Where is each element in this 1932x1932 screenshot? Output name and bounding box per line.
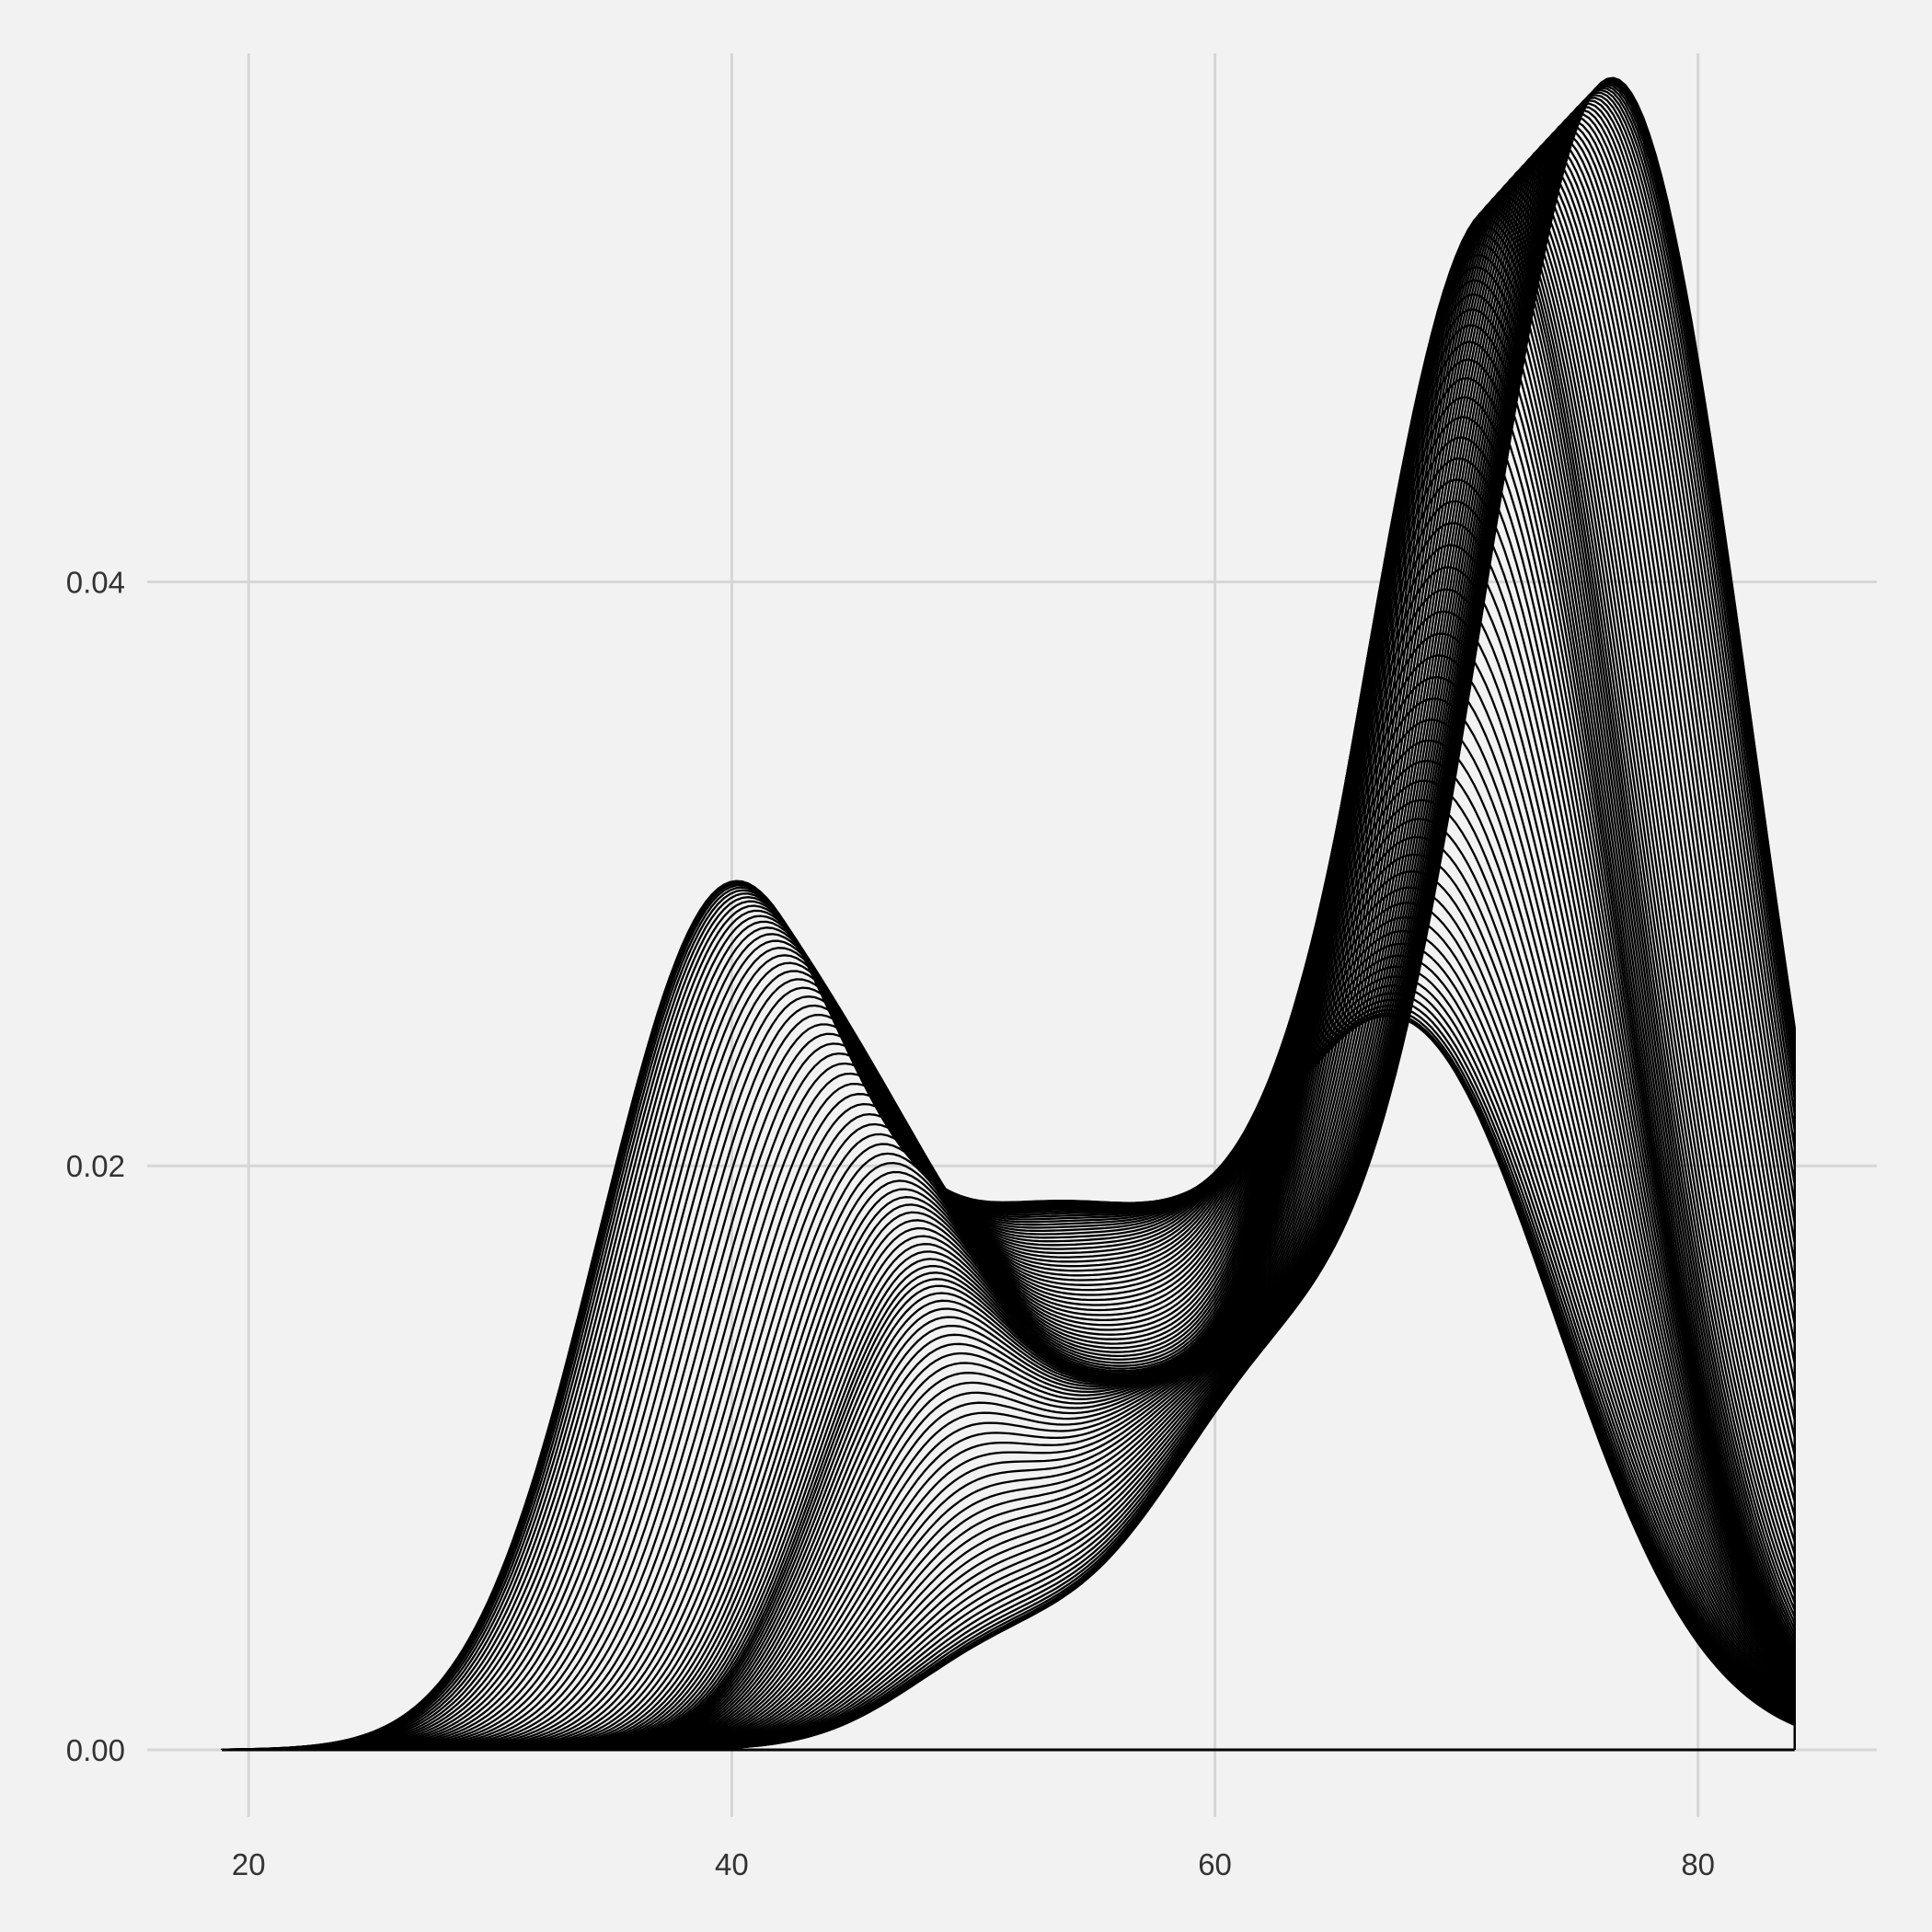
density-curve-15 [221,902,1796,1752]
y-tick-label-0.04: 0.04 [66,565,125,599]
density-curve-7 [221,889,1796,1751]
density-curve-29 [222,632,1796,1752]
density-curve-26 [222,697,1796,1752]
density-curve-19 [222,835,1796,1752]
density-curve-6 [221,886,1796,1751]
density-curve-22 [222,779,1796,1752]
density-curve-25 [222,719,1796,1752]
density-curve-14 [221,916,1796,1752]
density-curve-27 [222,675,1796,1752]
density-curve-28 [222,654,1796,1752]
density-curve-18 [222,853,1796,1752]
x-tick-label-60: 60 [1198,1847,1232,1881]
density-curve-10 [221,900,1796,1751]
density-curve-13 [221,914,1796,1752]
y-tick-label-0.02: 0.02 [66,1149,125,1183]
density-curve-8 [221,892,1796,1751]
density-curve-20 [222,817,1796,1752]
x-tick-label-40: 40 [715,1847,749,1881]
x-tick-label-80: 80 [1681,1847,1715,1881]
density-curve-9 [221,896,1796,1751]
y-tick-label-0.00: 0.00 [66,1733,125,1767]
density-curve-12 [221,909,1796,1752]
density-curve-16 [222,886,1796,1752]
density-curve-11 [221,904,1796,1752]
density-curve-24 [222,739,1796,1752]
x-axis-labels: 20 40 60 80 [232,1847,1715,1881]
density-curve-21 [222,799,1796,1752]
y-axis-labels: 0.00 0.02 0.04 [66,565,125,1767]
x-tick-label-20: 20 [232,1847,266,1881]
density-curve-23 [222,759,1796,1752]
density-curve-30 [222,610,1796,1752]
density-curve-17 [222,870,1796,1752]
